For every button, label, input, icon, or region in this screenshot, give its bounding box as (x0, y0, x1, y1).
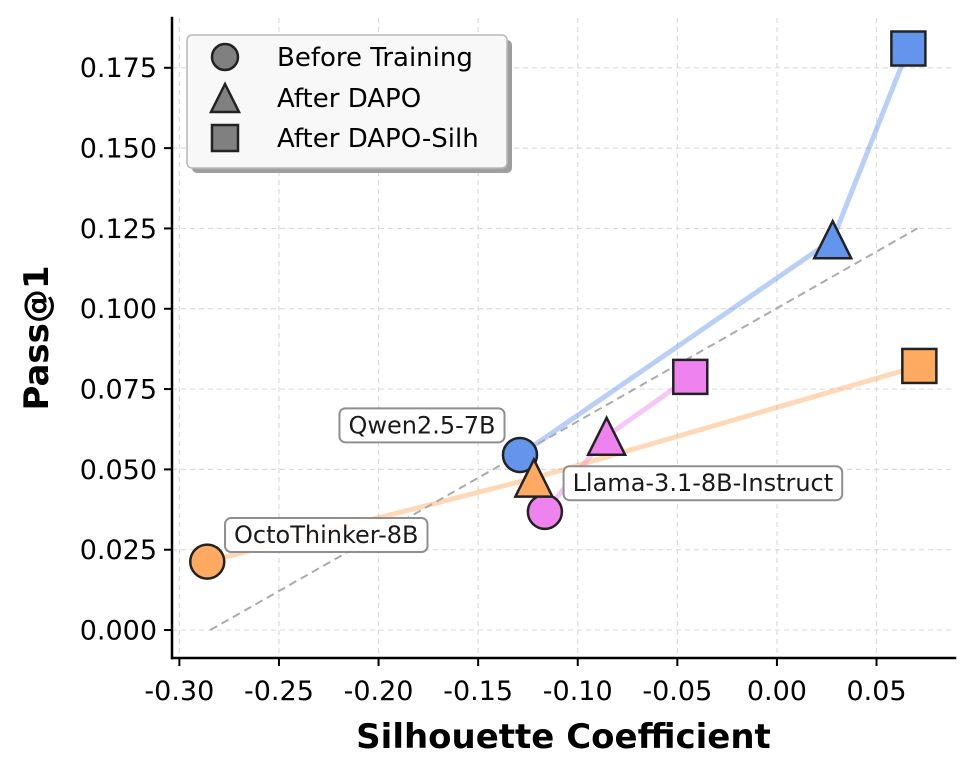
reference-line-layer (209, 227, 918, 631)
legend-entry-before-training: Before Training (210, 42, 473, 73)
y-tick-label: 0.150 (80, 134, 157, 165)
x-tick-label: -0.10 (543, 676, 613, 707)
x-tick-label: -0.30 (144, 676, 214, 707)
legend-label-after-dapo: After DAPO (277, 84, 421, 114)
llama-3-1-8b-instruct-annotation: Llama-3.1-8B-Instruct (562, 465, 844, 502)
x-tick-label: 0.00 (747, 676, 807, 707)
x-axis-label: Silhouette Coefficient (356, 717, 771, 757)
legend-entry-after-dapo-silh: After DAPO-Silh (210, 123, 479, 154)
qwen2-5-7b-label: Qwen2.5-7B (348, 411, 495, 439)
y-tick-label: 0.175 (80, 53, 157, 84)
octothinker-8b-label: OctoThinker-8B (234, 521, 418, 549)
octothinker-8b-after-dapo-point (513, 456, 555, 498)
legend-label-before-training: Before Training (277, 43, 473, 73)
llama-3-1-8b-instruct-label: Llama-3.1-8B-Instruct (573, 469, 834, 497)
llama-3-1-8b-instruct-annotation-box (562, 465, 844, 502)
qwen2-5-7b-annotation: Qwen2.5-7B (338, 407, 506, 444)
x-tick-label: -0.20 (344, 676, 414, 707)
axes (170, 16, 957, 660)
x-tick-label: -0.25 (244, 676, 314, 707)
y-tick-label: 0.050 (80, 455, 157, 486)
qwen2-5-7b-before-training-point (501, 436, 539, 474)
y-tick-label: 0.125 (80, 214, 157, 245)
y-axis-label: Pass@1 (17, 265, 57, 410)
legend: Before Training After DAPO After DAPO-Si… (186, 34, 512, 173)
series-markers (189, 30, 938, 580)
y-tick-label: 0.025 (80, 535, 157, 566)
annotations: Qwen2.5-7B Llama-3.1-8B-Instruct OctoThink… (224, 407, 844, 554)
octothinker-8b-before-training-point (189, 543, 226, 580)
llama-3-1-8b-instruct-after-dapo-silh-point (672, 358, 709, 396)
x-tick-label: -0.15 (443, 676, 513, 707)
octothinker-8b-annotation: OctoThinker-8B (224, 517, 429, 554)
y-tick-label: 0.075 (80, 375, 157, 406)
octothinker-8b-annotation-box (224, 517, 429, 554)
legend-square-icon (210, 123, 240, 153)
llama-3-1-8b-instruct-after-dapo-point (586, 415, 628, 457)
legend-circle-icon (210, 42, 240, 72)
llama-3-1-8b-instruct-before-training-point (526, 493, 564, 531)
qwen2-5-7b-annotation-box (338, 407, 506, 444)
qwen2-5-7b-after-dapo-silh-point (890, 30, 927, 67)
y-tick-label: 0.000 (80, 615, 157, 646)
reference-trend-line (209, 227, 918, 631)
y-tick-label: 0.100 (80, 294, 157, 325)
legend-entry-after-dapo: After DAPO (208, 81, 421, 114)
legend-label-after-dapo-silh: After DAPO-Silh (277, 124, 479, 154)
legend-triangle-icon (208, 81, 242, 114)
x-tick-label: -0.05 (642, 676, 712, 707)
ticks: -0.30 -0.25 -0.20 -0.15 -0.10 -0.05 0.00 0.05 0.… (80, 53, 907, 707)
qwen2-5-7b-after-dapo-point (812, 218, 854, 260)
x-tick-label: 0.05 (846, 676, 906, 707)
legend-frame (186, 34, 508, 169)
octothinker-8b-after-dapo-silh-point (901, 347, 938, 385)
